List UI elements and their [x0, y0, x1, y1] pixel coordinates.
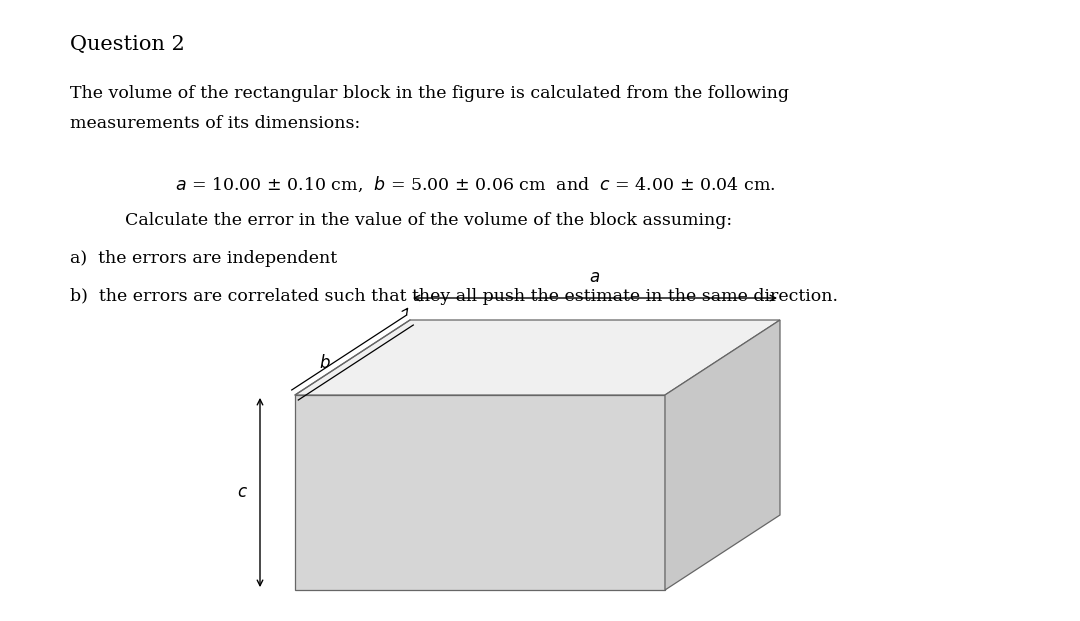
Text: measurements of its dimensions:: measurements of its dimensions:	[70, 115, 361, 132]
Text: $b$: $b$	[319, 353, 330, 371]
Text: Calculate the error in the value of the volume of the block assuming:: Calculate the error in the value of the …	[125, 212, 732, 229]
Text: Question 2: Question 2	[70, 35, 185, 54]
Polygon shape	[295, 320, 780, 395]
Polygon shape	[665, 320, 780, 590]
Text: $a$ = 10.00 $\pm$ 0.10 cm,  $b$ = 5.00 $\pm$ 0.06 cm  and  $c$ = 4.00 $\pm$ 0.04: $a$ = 10.00 $\pm$ 0.10 cm, $b$ = 5.00 $\…	[175, 175, 775, 194]
Text: $a$: $a$	[590, 269, 600, 286]
Text: b)  the errors are correlated such that they all push the estimate in the same d: b) the errors are correlated such that t…	[70, 288, 838, 305]
Text: $c$: $c$	[237, 484, 247, 501]
Text: The volume of the rectangular block in the figure is calculated from the followi: The volume of the rectangular block in t…	[70, 85, 789, 102]
Text: a)  the errors are independent: a) the errors are independent	[70, 250, 337, 267]
Polygon shape	[295, 395, 665, 590]
